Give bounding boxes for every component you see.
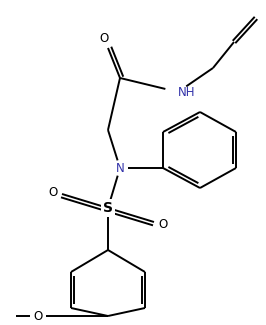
Text: S: S: [103, 201, 113, 215]
Text: NH: NH: [178, 85, 196, 98]
Text: O: O: [99, 32, 109, 45]
Text: O: O: [158, 217, 167, 230]
Text: O: O: [49, 186, 58, 199]
Text: N: N: [116, 162, 124, 175]
Text: O: O: [33, 309, 43, 322]
